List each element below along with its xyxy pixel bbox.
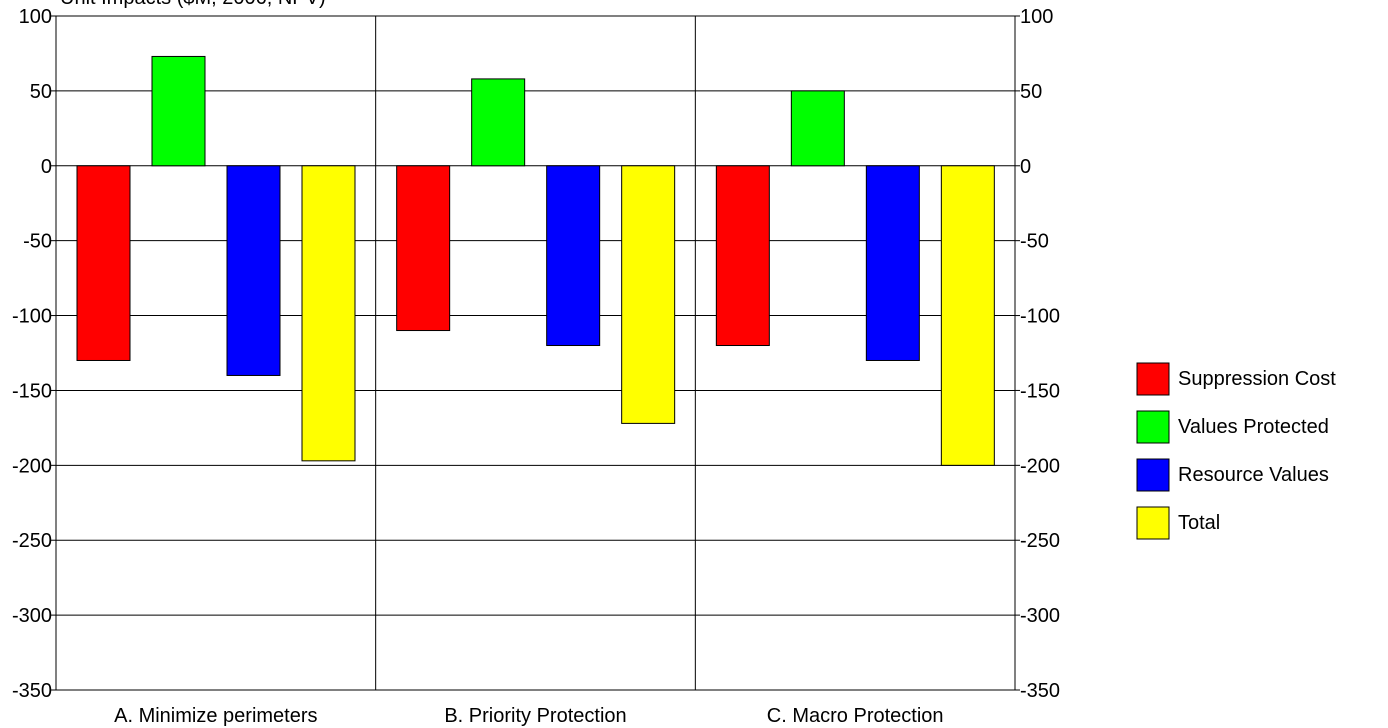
y-tick-label-left: -350: [12, 680, 52, 702]
y-tick-label-right: -50: [1020, 231, 1049, 253]
legend-label: Total: [1178, 512, 1220, 534]
chart-title: Unit Impacts ($M, 2006, NPV): [60, 0, 326, 9]
bar-total: [301, 165, 356, 462]
y-tick-label-right: 50: [1020, 81, 1042, 103]
y-tick-label-right: -300: [1020, 605, 1060, 627]
x-category-label: B. Priority Protection: [444, 705, 626, 727]
bar-resource-values: [226, 165, 281, 376]
legend-swatch: [1136, 362, 1170, 396]
x-category-label: C. Macro Protection: [767, 705, 944, 727]
bar-values-protected: [151, 55, 206, 167]
y-tick-label-right: 0: [1020, 156, 1031, 178]
y-tick-label-right: -200: [1020, 455, 1060, 477]
y-tick-label-left: -200: [12, 455, 52, 477]
bar-suppression-cost: [396, 165, 451, 332]
legend-swatch: [1136, 410, 1170, 444]
bar-values-protected: [790, 90, 845, 167]
y-tick-label-left: 100: [19, 6, 52, 28]
y-axis-ticks: 100 100 50 50 0 0 -50 -50 -100 -100 -150 -150 -200 -2…: [12, 6, 1060, 702]
bar-total: [621, 165, 676, 424]
y-tick-label-left: -300: [12, 605, 52, 627]
plot-area: [55, 15, 1016, 691]
y-tick-label-left: 50: [30, 81, 52, 103]
legend-swatch: [1136, 458, 1170, 492]
y-tick-label-right: 100: [1020, 6, 1053, 28]
y-tick-label-left: -250: [12, 530, 52, 552]
bar-suppression-cost: [76, 165, 131, 361]
y-tick-label-left: 0: [41, 156, 52, 178]
legend-label: Suppression Cost: [1178, 368, 1336, 390]
legend-swatch: [1136, 506, 1170, 540]
x-axis-categories: A. Minimize perimeters B. Priority Protec…: [114, 705, 943, 727]
bars: [76, 55, 995, 466]
y-tick-label-right: -350: [1020, 680, 1060, 702]
bar-total: [940, 165, 995, 466]
y-tick-label-right: -100: [1020, 306, 1060, 328]
y-tick-label-left: -150: [12, 380, 52, 402]
y-tick-label-right: -150: [1020, 380, 1060, 402]
bar-resource-values: [546, 165, 601, 347]
legend-label: Resource Values: [1178, 464, 1329, 486]
legend-label: Values Protected: [1178, 416, 1329, 438]
bar-suppression-cost: [715, 165, 770, 347]
y-tick-label-left: -100: [12, 306, 52, 328]
bar-resource-values: [865, 165, 920, 361]
y-tick-label-left: -50: [23, 231, 52, 253]
legend: Suppression Cost Values Protected Resource…: [1136, 362, 1336, 540]
x-category-label: A. Minimize perimeters: [114, 705, 317, 727]
bar-values-protected: [471, 78, 526, 167]
y-tick-label-right: -250: [1020, 530, 1060, 552]
